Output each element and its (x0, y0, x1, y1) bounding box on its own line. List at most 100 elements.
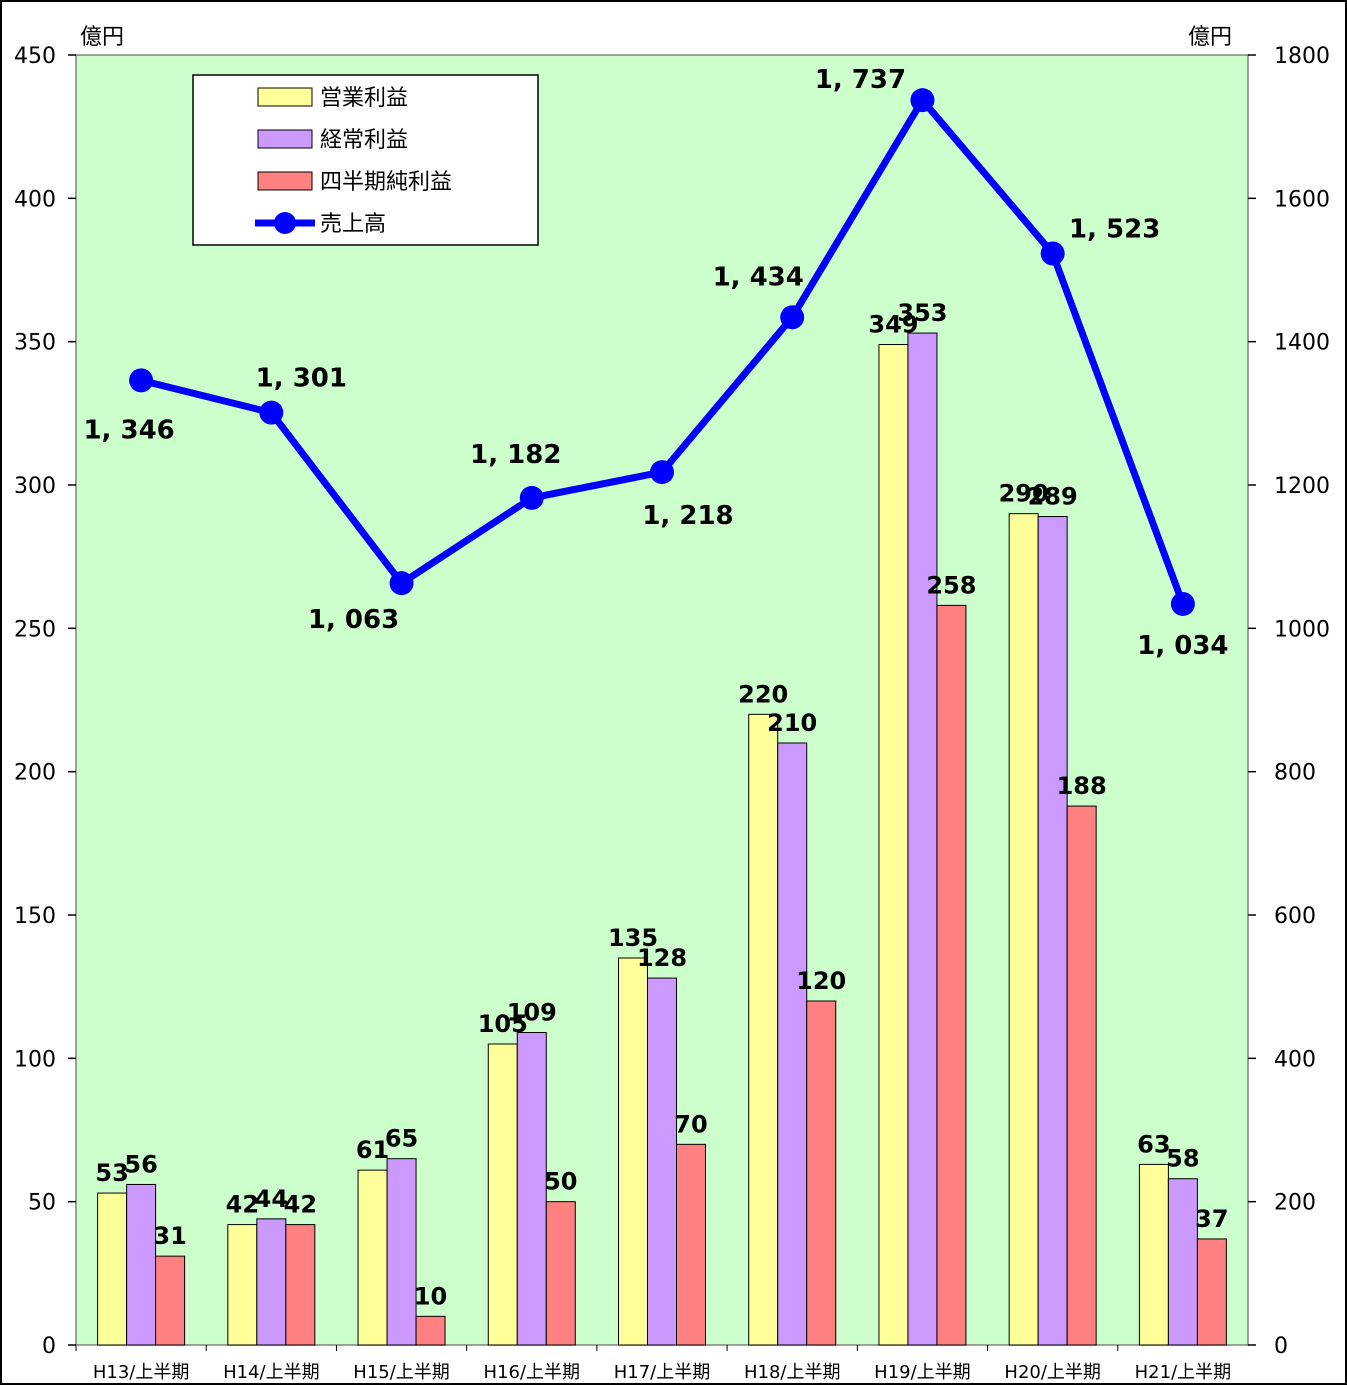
bar-value-label: 220 (738, 680, 788, 708)
bar (545, 1201, 576, 1346)
category-label: H21/上半期 (1135, 1362, 1232, 1383)
sales-point (650, 460, 674, 485)
bar (1167, 1178, 1198, 1346)
right-tick-label: 600 (1274, 904, 1316, 929)
bar (806, 1000, 837, 1346)
sales-value-label: 1, 182 (470, 440, 561, 470)
left-tick-label: 300 (14, 474, 56, 499)
sales-value-label: 1, 034 (1137, 631, 1228, 661)
bar (878, 344, 909, 1346)
bar (97, 1192, 128, 1346)
left-tick-label: 0 (42, 1334, 56, 1359)
left-tick-label: 450 (14, 44, 56, 69)
legend-swatch (257, 129, 313, 149)
bar-value-label: 58 (1166, 1145, 1199, 1173)
bar-value-label: 188 (1057, 772, 1107, 800)
bar-value-label: 42 (226, 1191, 259, 1219)
bar-value-label: 42 (284, 1191, 317, 1219)
category-label: H19/上半期 (874, 1362, 971, 1383)
bar-value-label: 50 (544, 1168, 577, 1196)
sales-value-label: 1, 063 (308, 605, 399, 635)
bar (748, 713, 779, 1346)
left-tick-label: 200 (14, 761, 56, 786)
bar (1037, 516, 1068, 1346)
bar-value-label: 258 (926, 571, 976, 599)
category-label: H13/上半期 (93, 1362, 190, 1383)
category-label: H15/上半期 (353, 1362, 450, 1383)
sales-value-label: 1, 434 (713, 262, 804, 292)
bar-value-label: 289 (1028, 483, 1078, 511)
legend-label: 四半期純利益 (320, 170, 452, 195)
right-tick-label: 1800 (1274, 44, 1330, 69)
sales-value-label: 1, 218 (642, 501, 733, 531)
line-series (129, 88, 1195, 616)
sales-point (1040, 241, 1065, 266)
bar (155, 1255, 186, 1346)
bar (256, 1218, 287, 1346)
bar-value-label: 44 (255, 1185, 288, 1213)
bar-value-label: 290 (999, 480, 1049, 508)
sales-point (259, 400, 284, 425)
bar (907, 332, 938, 1346)
bar-value-label: 53 (95, 1159, 128, 1187)
bar (647, 977, 677, 1346)
bar-value-label: 349 (868, 311, 918, 339)
sales-point (389, 571, 414, 596)
bar-value-label: 70 (674, 1110, 707, 1138)
sales-point (780, 305, 805, 330)
bar-series (97, 332, 1227, 1346)
left-axis-unit: 億円 (80, 25, 124, 50)
sales-value-label: 1, 301 (256, 364, 347, 394)
sales-point (519, 485, 544, 510)
bar-value-label: 128 (637, 944, 687, 972)
sales-point (910, 88, 935, 113)
bar (227, 1224, 258, 1346)
right-tick-label: 0 (1274, 1334, 1288, 1359)
legend-box (192, 74, 539, 246)
data-labels: 53 42 61 105 135 220 349 290 63 56 44 65 109 128 210 35… (83, 65, 1228, 1310)
sales-value-label: 1, 523 (1069, 215, 1160, 245)
category-label: H20/上半期 (1004, 1362, 1101, 1383)
sales-point (129, 368, 154, 393)
right-tick-label: 1400 (1274, 331, 1330, 356)
left-tick-label: 250 (14, 617, 56, 642)
category-label: H16/上半期 (484, 1362, 581, 1383)
bar-value-label: 210 (767, 709, 817, 737)
left-tick-label: 400 (14, 187, 56, 212)
bar-value-label: 31 (153, 1222, 186, 1250)
bar-value-label: 105 (478, 1010, 528, 1038)
bar (1196, 1238, 1227, 1346)
bar (487, 1043, 518, 1346)
left-tick-label: 100 (14, 1047, 56, 1072)
category-label: H17/上半期 (614, 1362, 711, 1383)
right-tick-label: 1600 (1274, 187, 1330, 212)
bar-value-label: 120 (796, 967, 846, 995)
bar (285, 1224, 316, 1346)
category-label: H14/上半期 (223, 1362, 320, 1383)
legend-marker (274, 212, 296, 234)
legend-label: 経常利益 (320, 128, 408, 153)
bar (777, 742, 808, 1346)
bar-value-label: 56 (124, 1150, 157, 1178)
legend-swatch (257, 87, 313, 107)
bar (1066, 805, 1097, 1346)
bar-value-label: 37 (1195, 1205, 1228, 1233)
right-tick-label: 800 (1274, 761, 1316, 786)
category-label: H18/上半期 (744, 1362, 841, 1383)
bar (1138, 1163, 1169, 1346)
sales-point (1170, 591, 1195, 616)
bar-value-label: 109 (507, 999, 557, 1027)
bar (415, 1315, 446, 1346)
right-tick-label: 400 (1274, 1047, 1316, 1072)
right-tick-label: 1000 (1274, 617, 1330, 642)
legend-label: 売上高 (320, 212, 386, 237)
sales-value-label: 1, 737 (815, 65, 906, 95)
bar-value-label: 65 (385, 1125, 418, 1153)
bar-value-label: 135 (608, 924, 658, 952)
left-tick-label: 50 (28, 1191, 56, 1216)
bar (126, 1183, 157, 1346)
right-axis-unit: 億円 (1188, 25, 1232, 50)
bar (1008, 513, 1039, 1346)
bar (386, 1158, 417, 1346)
